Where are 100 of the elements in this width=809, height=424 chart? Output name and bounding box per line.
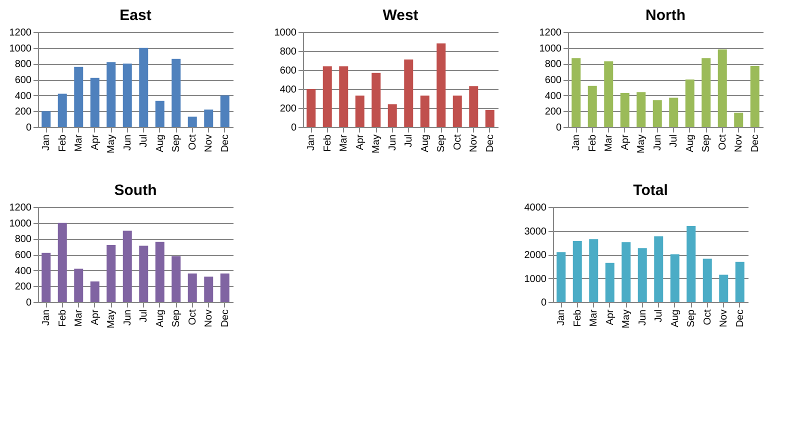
- x-tick-label: Jun: [122, 134, 134, 151]
- y-tick-label: 400: [14, 266, 32, 277]
- y-tick-label: 0: [26, 122, 32, 134]
- x-tick-label: Jul: [138, 134, 150, 148]
- bar: [106, 62, 116, 127]
- bar: [669, 98, 678, 127]
- bar: [719, 274, 728, 302]
- bar: [588, 86, 597, 127]
- x-tick-label: May: [106, 134, 118, 154]
- x-tick-label: Dec: [734, 310, 746, 328]
- chart-title: Total: [633, 182, 668, 199]
- y-tick-label: 800: [14, 234, 32, 246]
- bar: [355, 96, 364, 127]
- bar: [589, 239, 598, 302]
- bar: [572, 58, 581, 127]
- bar: [42, 252, 51, 302]
- bar: [685, 80, 694, 127]
- bar: [58, 94, 67, 127]
- chart-title: West: [382, 7, 418, 24]
- y-tick-label: 0: [26, 298, 32, 308]
- x-tick-label: Jul: [654, 310, 665, 322]
- y-tick-label: 0: [290, 122, 297, 134]
- x-tick-label: Aug: [154, 310, 166, 328]
- y-tick-label: 1000: [539, 43, 562, 54]
- x-tick-label: Mar: [604, 134, 615, 152]
- x-tick-label: Oct: [187, 309, 198, 326]
- bar: [339, 66, 348, 127]
- bar: [702, 258, 712, 302]
- x-tick-label: Sep: [171, 309, 182, 328]
- y-tick-label: 200: [280, 104, 297, 114]
- x-tick-label: Dec: [750, 134, 761, 152]
- bar: [322, 66, 332, 127]
- bar: [155, 242, 164, 302]
- y-tick-label: 0: [540, 298, 547, 308]
- bar: [604, 61, 614, 127]
- x-tick-label: Aug: [670, 310, 681, 328]
- bar: [388, 104, 397, 127]
- x-tick-label: Mar: [74, 308, 85, 327]
- bar: [436, 43, 446, 127]
- x-tick-label: Jun: [637, 310, 648, 326]
- x-tick-label: Jul: [668, 134, 680, 148]
- bar: [702, 58, 711, 127]
- y-tick-label: 1000: [274, 28, 297, 38]
- bar: [58, 222, 67, 302]
- x-tick-label: May: [621, 310, 632, 328]
- x-tick-label: Feb: [572, 309, 584, 327]
- y-tick-label: 400: [14, 90, 32, 102]
- bar: [106, 245, 116, 302]
- bar: [750, 66, 760, 127]
- x-tick-label: Sep: [686, 309, 698, 328]
- bar: [204, 276, 214, 302]
- x-tick-label: Sep: [701, 134, 712, 152]
- bar: [469, 86, 478, 127]
- x-tick-label: Jan: [556, 310, 568, 326]
- y-tick-label: 200: [14, 282, 32, 293]
- bar: [556, 252, 566, 302]
- y-tick-label: 1200: [9, 202, 32, 214]
- bar: [654, 236, 664, 302]
- bar: [306, 89, 316, 127]
- x-tick-label: Feb: [322, 134, 334, 152]
- x-tick-label: Jun: [387, 134, 398, 151]
- bar: [404, 60, 414, 127]
- y-tick-label: 600: [280, 66, 297, 76]
- x-tick-label: Jan: [571, 134, 582, 151]
- x-tick-label: Apr: [90, 134, 101, 150]
- x-tick-label: Jul: [404, 134, 415, 148]
- chart-title: South: [114, 182, 157, 199]
- bar: [122, 64, 132, 127]
- chart-title: North: [646, 7, 686, 24]
- bar: [686, 226, 696, 302]
- y-tick-label: 1200: [539, 28, 562, 38]
- x-tick-label: Aug: [420, 134, 431, 152]
- bar: [74, 268, 84, 302]
- bar: [155, 100, 164, 127]
- y-tick-label: 1200: [9, 28, 32, 38]
- y-tick-label: 800: [280, 46, 297, 58]
- bar: [139, 246, 148, 302]
- x-tick-label: Jul: [138, 310, 150, 322]
- x-tick-label: Nov: [718, 310, 730, 328]
- x-tick-label: Apr: [90, 308, 101, 326]
- bar: [74, 66, 84, 127]
- y-tick-label: 800: [14, 59, 32, 70]
- x-tick-label: Dec: [220, 310, 231, 328]
- bar: [620, 92, 630, 127]
- x-tick-label: May: [106, 310, 118, 328]
- x-tick-label: Jan: [41, 310, 52, 326]
- bar: [572, 240, 582, 302]
- bar: [735, 262, 744, 302]
- bar: [638, 248, 647, 302]
- bar: [605, 262, 614, 302]
- y-tick-label: 0: [556, 122, 562, 134]
- x-tick-label: Aug: [154, 134, 166, 152]
- bar: [90, 78, 100, 127]
- x-tick-label: Feb: [587, 134, 598, 152]
- bar: [372, 72, 381, 127]
- x-tick-label: Dec: [484, 134, 496, 152]
- x-tick-label: Mar: [74, 134, 85, 152]
- x-tick-label: Sep: [171, 134, 182, 152]
- x-tick-label: Jun: [652, 134, 664, 151]
- y-tick-label: 400: [280, 84, 297, 96]
